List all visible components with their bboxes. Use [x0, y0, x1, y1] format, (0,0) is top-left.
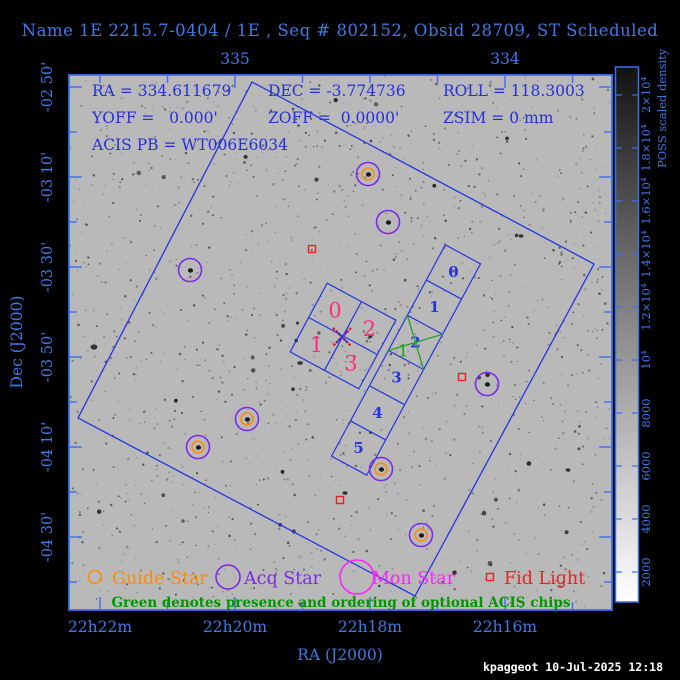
- left-tick-label: -04 10': [40, 422, 56, 472]
- left-tick-label: -02 50': [40, 62, 56, 112]
- acis-i-chip-label: 2: [363, 317, 376, 341]
- optional-chips-note: Green denotes presence and ordering of o…: [112, 595, 571, 611]
- left-tick-label: -04 30': [40, 512, 56, 562]
- acq-star-circle: [375, 209, 401, 235]
- roll-value: ROLL = 118.3003: [443, 82, 585, 100]
- acq-star-circle: [474, 371, 500, 397]
- acis-s-chip-label: 3: [391, 369, 401, 387]
- acis-s-chip-label: 1: [429, 298, 439, 316]
- fid-light-swatch-icon: [485, 572, 495, 582]
- guide-star-circle: [414, 528, 428, 542]
- bottom-tick-label: 22h20m: [203, 618, 267, 636]
- left-tick-label: -03 50': [40, 332, 56, 382]
- guide-star-label: Guide Star: [112, 569, 208, 589]
- zoff-value: ZOFF = 0.0000': [268, 109, 399, 127]
- left-tick-label: -03 30': [40, 242, 56, 292]
- colorbar-tick-label: 1.6×10⁴: [639, 177, 653, 225]
- aimpoint-marker: [332, 327, 352, 347]
- colorbar-tick-label: 2000: [639, 557, 653, 586]
- acis-chip-overlay: 01230123451: [289, 244, 482, 476]
- colorbar-tick-label: 10⁴: [639, 350, 653, 370]
- guide-star-circle: [374, 462, 388, 476]
- colorbar-ticks: [616, 94, 638, 573]
- top-tick-label: 335: [220, 50, 250, 68]
- colorbar-tick-label: 6000: [639, 451, 653, 480]
- guide-star-circle: [240, 412, 254, 426]
- colorbar-tick-label: 1.8×10⁴: [639, 124, 653, 172]
- sky-noise-speckle: [69, 75, 611, 609]
- pointing-info: RA = 334.611679 DEC = -3.774736 ROLL = 1…: [91, 82, 585, 154]
- colorbar: 2000 4000 6000 8000 10⁴ 1.2×10⁴ 1.4×10⁴ …: [614, 48, 669, 603]
- colorbar-gradient: [614, 66, 640, 603]
- colorbar-tick-label: 1.4×10⁴: [639, 230, 653, 278]
- y-axis-title: Dec (J2000): [8, 296, 26, 389]
- left-axis-labels: -02 50' -03 10' -03 30' -03 50' -04 10' …: [40, 62, 56, 562]
- guide-star-circle: [191, 440, 205, 454]
- acq-star-circle: [408, 522, 434, 548]
- acq-star-label: Acq Star: [243, 569, 322, 589]
- acq-star-swatch-icon: [215, 564, 241, 590]
- acis-i-chip-label: 3: [344, 351, 357, 375]
- legend: Guide Star Acq Star Mon Star Fid Light G…: [87, 559, 585, 611]
- acis-s-chip-label: 5: [353, 439, 363, 457]
- dec-value: DEC = -3.774736: [268, 82, 406, 100]
- x-axis-title: RA (J2000): [297, 646, 383, 664]
- optional-chip-order-label: 1: [398, 342, 409, 362]
- yoff-value: YOFF = 0.000': [91, 109, 218, 127]
- acis-s-array: 0123451: [330, 244, 482, 476]
- ra-value: RA = 334.611679: [92, 82, 231, 100]
- mon-star-label: Mon Star: [372, 569, 456, 589]
- colorbar-tick-label: 4000: [639, 504, 653, 533]
- acq-star-circle: [185, 434, 211, 460]
- fov-outline: [77, 81, 595, 597]
- acq-star-circle: [234, 406, 260, 432]
- colorbar-tick-label: 8000: [639, 398, 653, 427]
- acis-i-chip-label: 1: [310, 333, 323, 357]
- top-axis-labels: 335 334: [220, 50, 520, 68]
- top-tick-label: 334: [490, 50, 520, 68]
- bottom-tick-label: 22h16m: [473, 618, 537, 636]
- acq-star-circle: [368, 456, 394, 482]
- fov-diamond: [77, 81, 595, 597]
- acq-star-circle: [355, 161, 381, 187]
- fid-light-square: [307, 244, 317, 254]
- generator-timestamp: kpaggeot 10-Jul-2025 12:18: [483, 660, 663, 674]
- guide-star-swatch-icon: [87, 569, 103, 585]
- guide-star-circle: [361, 167, 375, 181]
- acis-pb-value: ACIS PB = WT006E6034: [91, 136, 288, 154]
- acis-s-chip-label: 4: [372, 404, 382, 422]
- bottom-tick-label: 22h18m: [338, 618, 402, 636]
- acis-i-chip-label: 0: [328, 299, 341, 323]
- left-tick-label: -03 10': [40, 152, 56, 202]
- colorbar-tick-label: 2×10⁴: [639, 77, 653, 114]
- star-markers: [177, 161, 500, 548]
- fid-light-label: Fid Light: [504, 569, 585, 589]
- plot-frame: [68, 74, 613, 611]
- zsim-value: ZSIM = 0 mm: [443, 109, 554, 127]
- bottom-tick-label: 22h22m: [68, 618, 132, 636]
- observation-title: Name 1E 2215.7-0404 / 1E , Seq # 802152,…: [22, 21, 659, 40]
- bottom-axis-labels: 22h22m 22h20m 22h18m 22h16m: [68, 618, 537, 636]
- fid-light-square: [335, 495, 345, 505]
- colorbar-tick-label: 1.2×10⁴: [639, 283, 653, 331]
- colorbar-title: POSS scaled density: [655, 48, 669, 168]
- fid-light-square: [457, 372, 467, 382]
- acis-s-chip-label: 0: [448, 263, 458, 281]
- acq-star-circle: [177, 257, 203, 283]
- axis-ticks: [69, 75, 612, 610]
- mon-star-swatch-icon: [339, 559, 375, 595]
- sky-image: [69, 75, 612, 610]
